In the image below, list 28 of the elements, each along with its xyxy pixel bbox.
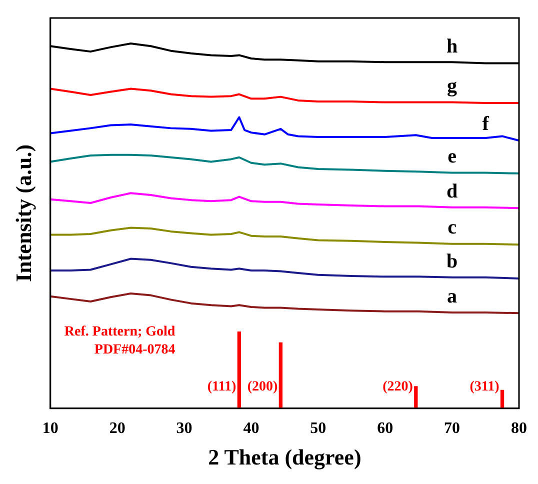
annotation: PDF#04-0784 [94,342,176,358]
bar [278,342,283,408]
x-axis-title: 2 Theta (degree) [208,444,362,470]
series-label: a [447,285,458,308]
x-tick-label: 60 [377,420,394,438]
x-tick-label: 10 [42,420,58,438]
bar [500,390,504,408]
series-label: d [446,180,458,202]
bar [414,386,418,408]
annotation: (311) [470,379,500,394]
x-tick-label: 70 [444,420,460,438]
annotation: Ref. Pattern; Gold [64,324,176,340]
series-label: c [448,216,457,239]
series-label: e [448,146,457,168]
x-tick-label: 50 [310,420,326,438]
bar [237,331,242,408]
y-axis-title: Intensity (a.u.) [10,144,36,282]
x-tick-label: 30 [176,420,192,438]
annotation: (111) [207,379,237,394]
x-tick-label: 20 [109,420,126,438]
series-label: f [482,112,490,135]
x-tick-label: 40 [243,420,260,438]
x-tick-label: 80 [511,420,527,438]
annotation: (220) [382,379,414,394]
series-label: h [446,35,458,58]
annotation: (200) [247,379,278,394]
series-label: g [447,75,458,98]
series-label: b [446,250,458,273]
